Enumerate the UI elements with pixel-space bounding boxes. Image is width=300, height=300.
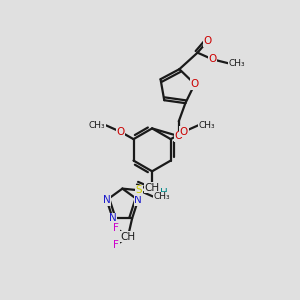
Text: O: O [175, 131, 183, 141]
Text: S: S [136, 185, 142, 195]
Text: F: F [113, 224, 119, 233]
Text: CH₃: CH₃ [229, 59, 245, 68]
Text: O: O [203, 36, 211, 46]
Text: F: F [113, 240, 119, 250]
Text: O: O [208, 54, 217, 64]
Text: CH₃: CH₃ [154, 192, 170, 201]
Text: O: O [190, 79, 199, 89]
Text: CH: CH [145, 183, 160, 193]
Text: N: N [109, 214, 117, 224]
Text: H: H [160, 188, 167, 198]
Text: CH₃: CH₃ [199, 121, 215, 130]
Text: N: N [134, 195, 142, 205]
Text: N: N [103, 195, 111, 205]
Text: CH₃: CH₃ [89, 121, 106, 130]
Text: O: O [180, 127, 188, 137]
Text: O: O [116, 127, 124, 137]
Text: CH: CH [120, 232, 136, 242]
